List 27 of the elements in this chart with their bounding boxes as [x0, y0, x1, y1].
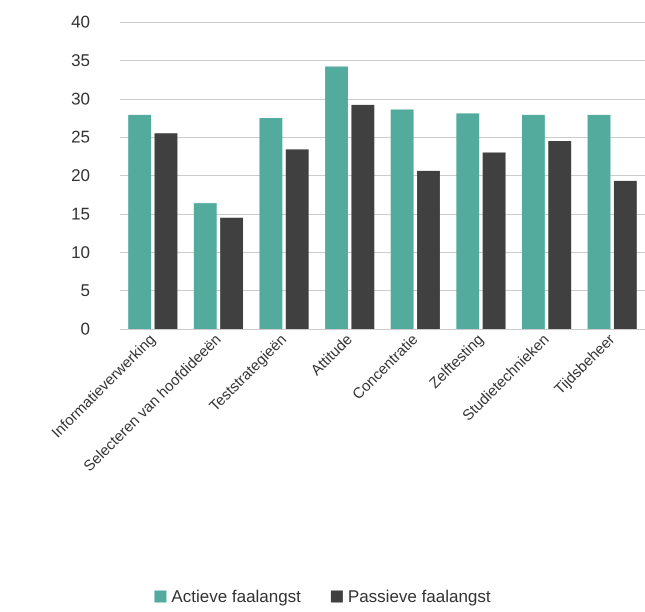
- bar: [220, 218, 244, 329]
- bar: [522, 114, 545, 329]
- bar: [259, 118, 282, 329]
- bar: [417, 170, 440, 329]
- y-tick-label: 40: [71, 12, 90, 32]
- y-tick-label: 0: [80, 320, 90, 338]
- bar: [194, 203, 217, 329]
- y-tick-label: 20: [71, 166, 90, 185]
- bar: [456, 113, 480, 329]
- bar: [588, 114, 610, 329]
- bar: [351, 104, 374, 329]
- bar: [154, 133, 178, 329]
- y-tick-label: 35: [71, 50, 90, 70]
- y-tick-label: 15: [71, 204, 90, 224]
- bar: [390, 109, 414, 329]
- legend-label: Passieve faalangst: [348, 587, 491, 606]
- bar: [482, 152, 506, 329]
- y-tick-label: 5: [80, 281, 90, 300]
- bar: [614, 180, 637, 329]
- bar: [286, 149, 309, 329]
- legend-label: Actieve faalangst: [171, 587, 302, 606]
- y-tick-label: 30: [71, 89, 90, 108]
- y-tick-label: 10: [71, 242, 90, 262]
- bar: [128, 114, 152, 329]
- bar: [325, 66, 348, 329]
- bar: [548, 140, 572, 329]
- y-tick-label: 25: [71, 128, 90, 147]
